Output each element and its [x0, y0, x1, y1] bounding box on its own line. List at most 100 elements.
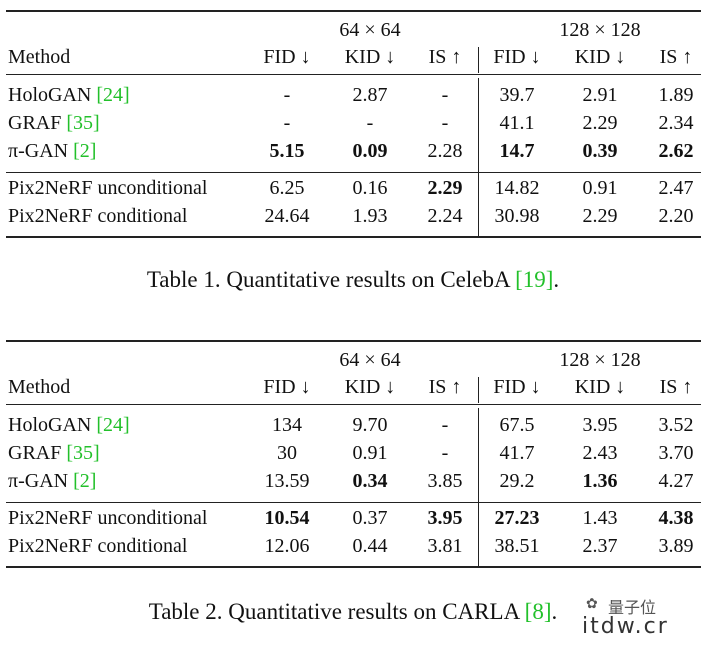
table-rule: [6, 404, 701, 405]
value-cell: 0.44: [352, 535, 388, 557]
column-header: FID ↓: [263, 46, 311, 68]
method-cell: π-GAN [2]: [8, 139, 96, 163]
value-cell: 3.70: [658, 442, 694, 464]
value-cell: 30.98: [494, 205, 540, 227]
value-cell: 14.7: [499, 140, 535, 162]
value-cell: -: [441, 442, 449, 464]
value-cell: 0.37: [352, 507, 388, 529]
results-table-2: 64 × 64 128 × 128 Method FID ↓ KID ↓ IS ↑ FID …: [0, 330, 706, 660]
value-cell: 2.29: [582, 205, 618, 227]
results-table-1: 64 × 64 128 × 128 Method FID ↓ KID ↓ IS ↑ FID …: [0, 10, 706, 294]
column-separator: [478, 408, 479, 566]
value-cell: 1.93: [352, 205, 388, 227]
value-cell: 2.62: [658, 140, 694, 162]
method-name: π-GAN: [8, 470, 69, 492]
table-rule: [6, 10, 701, 12]
value-cell: 3.95: [582, 414, 618, 436]
value-cell: 3.89: [658, 535, 694, 557]
method-cell: Pix2NeRF conditional: [8, 534, 187, 558]
table-rule: [6, 340, 701, 342]
value-cell: 1.36: [582, 470, 618, 492]
value-cell: 24.64: [264, 205, 310, 227]
citation-link[interactable]: [24]: [96, 414, 130, 436]
method-name: GRAF: [8, 442, 62, 464]
table-rule: [6, 502, 701, 503]
column-header: FID ↓: [493, 46, 541, 68]
value-cell: 6.25: [269, 177, 305, 199]
citation-link[interactable]: [2]: [73, 140, 97, 162]
column-header: IS ↑: [428, 376, 462, 398]
value-cell: 2.47: [658, 177, 694, 199]
method-cell: GRAF [35]: [8, 441, 100, 465]
value-cell: 13.59: [264, 470, 310, 492]
column-header: FID ↓: [493, 376, 541, 398]
value-cell: 0.91: [352, 442, 388, 464]
value-cell: 41.7: [499, 442, 535, 464]
value-cell: 2.34: [658, 112, 694, 134]
caption-citation-link[interactable]: [19]: [515, 267, 554, 292]
citation-link[interactable]: [35]: [66, 442, 100, 464]
column-separator: [478, 47, 479, 73]
method-cell: π-GAN [2]: [8, 469, 96, 493]
value-cell: 27.23: [494, 507, 540, 529]
wechat-icon: ✿: [586, 596, 598, 612]
column-header: IS ↑: [659, 46, 693, 68]
value-cell: -: [441, 112, 449, 134]
column-header: KID ↓: [574, 46, 626, 68]
value-cell: 0.16: [352, 177, 388, 199]
column-header: KID ↓: [344, 46, 396, 68]
method-name: Pix2NeRF unconditional: [8, 177, 208, 199]
citation-link[interactable]: [2]: [73, 470, 97, 492]
column-separator: [478, 377, 479, 403]
value-cell: 5.15: [269, 140, 305, 162]
value-cell: 1.43: [582, 507, 618, 529]
method-cell: HoloGAN [24]: [8, 413, 130, 437]
value-cell: 10.54: [264, 507, 310, 529]
column-header: Method: [8, 46, 71, 68]
value-cell: -: [441, 414, 449, 436]
value-cell: 2.28: [427, 140, 463, 162]
table-rule: [6, 74, 701, 75]
caption-end: .: [551, 599, 558, 624]
value-cell: 3.81: [427, 535, 463, 557]
table-caption: Table 1. Quantitative results on CelebA …: [0, 266, 706, 294]
value-cell: 2.29: [427, 177, 463, 199]
table-rule: [6, 566, 701, 568]
value-cell: 2.20: [658, 205, 694, 227]
method-cell: HoloGAN [24]: [8, 83, 130, 107]
value-cell: 0.34: [352, 470, 388, 492]
group-header: 64 × 64: [339, 19, 401, 41]
value-cell: 4.27: [658, 470, 694, 492]
column-header: FID ↓: [263, 376, 311, 398]
table-rule: [6, 236, 701, 238]
group-header: 128 × 128: [559, 19, 641, 41]
citation-link[interactable]: [35]: [66, 112, 100, 134]
value-cell: 3.52: [658, 414, 694, 436]
value-cell: 2.24: [427, 205, 463, 227]
caption-end: .: [553, 267, 560, 292]
caption-text: Table 2. Quantitative results on CARLA: [148, 599, 525, 624]
value-cell: 3.85: [427, 470, 463, 492]
group-header: 64 × 64: [339, 349, 401, 371]
method-cell: Pix2NeRF conditional: [8, 204, 187, 228]
method-cell: GRAF [35]: [8, 111, 100, 135]
method-name: Pix2NeRF conditional: [8, 535, 188, 557]
citation-link[interactable]: [24]: [96, 84, 130, 106]
value-cell: 134: [272, 414, 302, 436]
table-rule: [6, 172, 701, 173]
value-cell: 1.89: [658, 84, 694, 106]
value-cell: 9.70: [352, 414, 388, 436]
column-header: IS ↑: [428, 46, 462, 68]
watermark-url: itdw.cr: [582, 614, 669, 639]
value-cell: 0.09: [352, 140, 388, 162]
watermark-text: 量子位: [608, 598, 657, 617]
value-cell: 4.38: [658, 507, 694, 529]
value-cell: 2.87: [352, 84, 388, 106]
method-name: Pix2NeRF unconditional: [8, 507, 208, 529]
caption-text: Table 1. Quantitative results on CelebA: [146, 267, 516, 292]
value-cell: 29.2: [499, 470, 535, 492]
value-cell: 2.29: [582, 112, 618, 134]
value-cell: -: [441, 84, 449, 106]
caption-citation-link[interactable]: [8]: [524, 599, 552, 624]
value-cell: 67.5: [499, 414, 535, 436]
